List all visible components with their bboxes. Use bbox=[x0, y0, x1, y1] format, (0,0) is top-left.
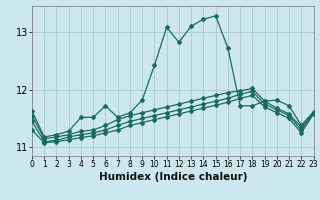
X-axis label: Humidex (Indice chaleur): Humidex (Indice chaleur) bbox=[99, 172, 247, 182]
